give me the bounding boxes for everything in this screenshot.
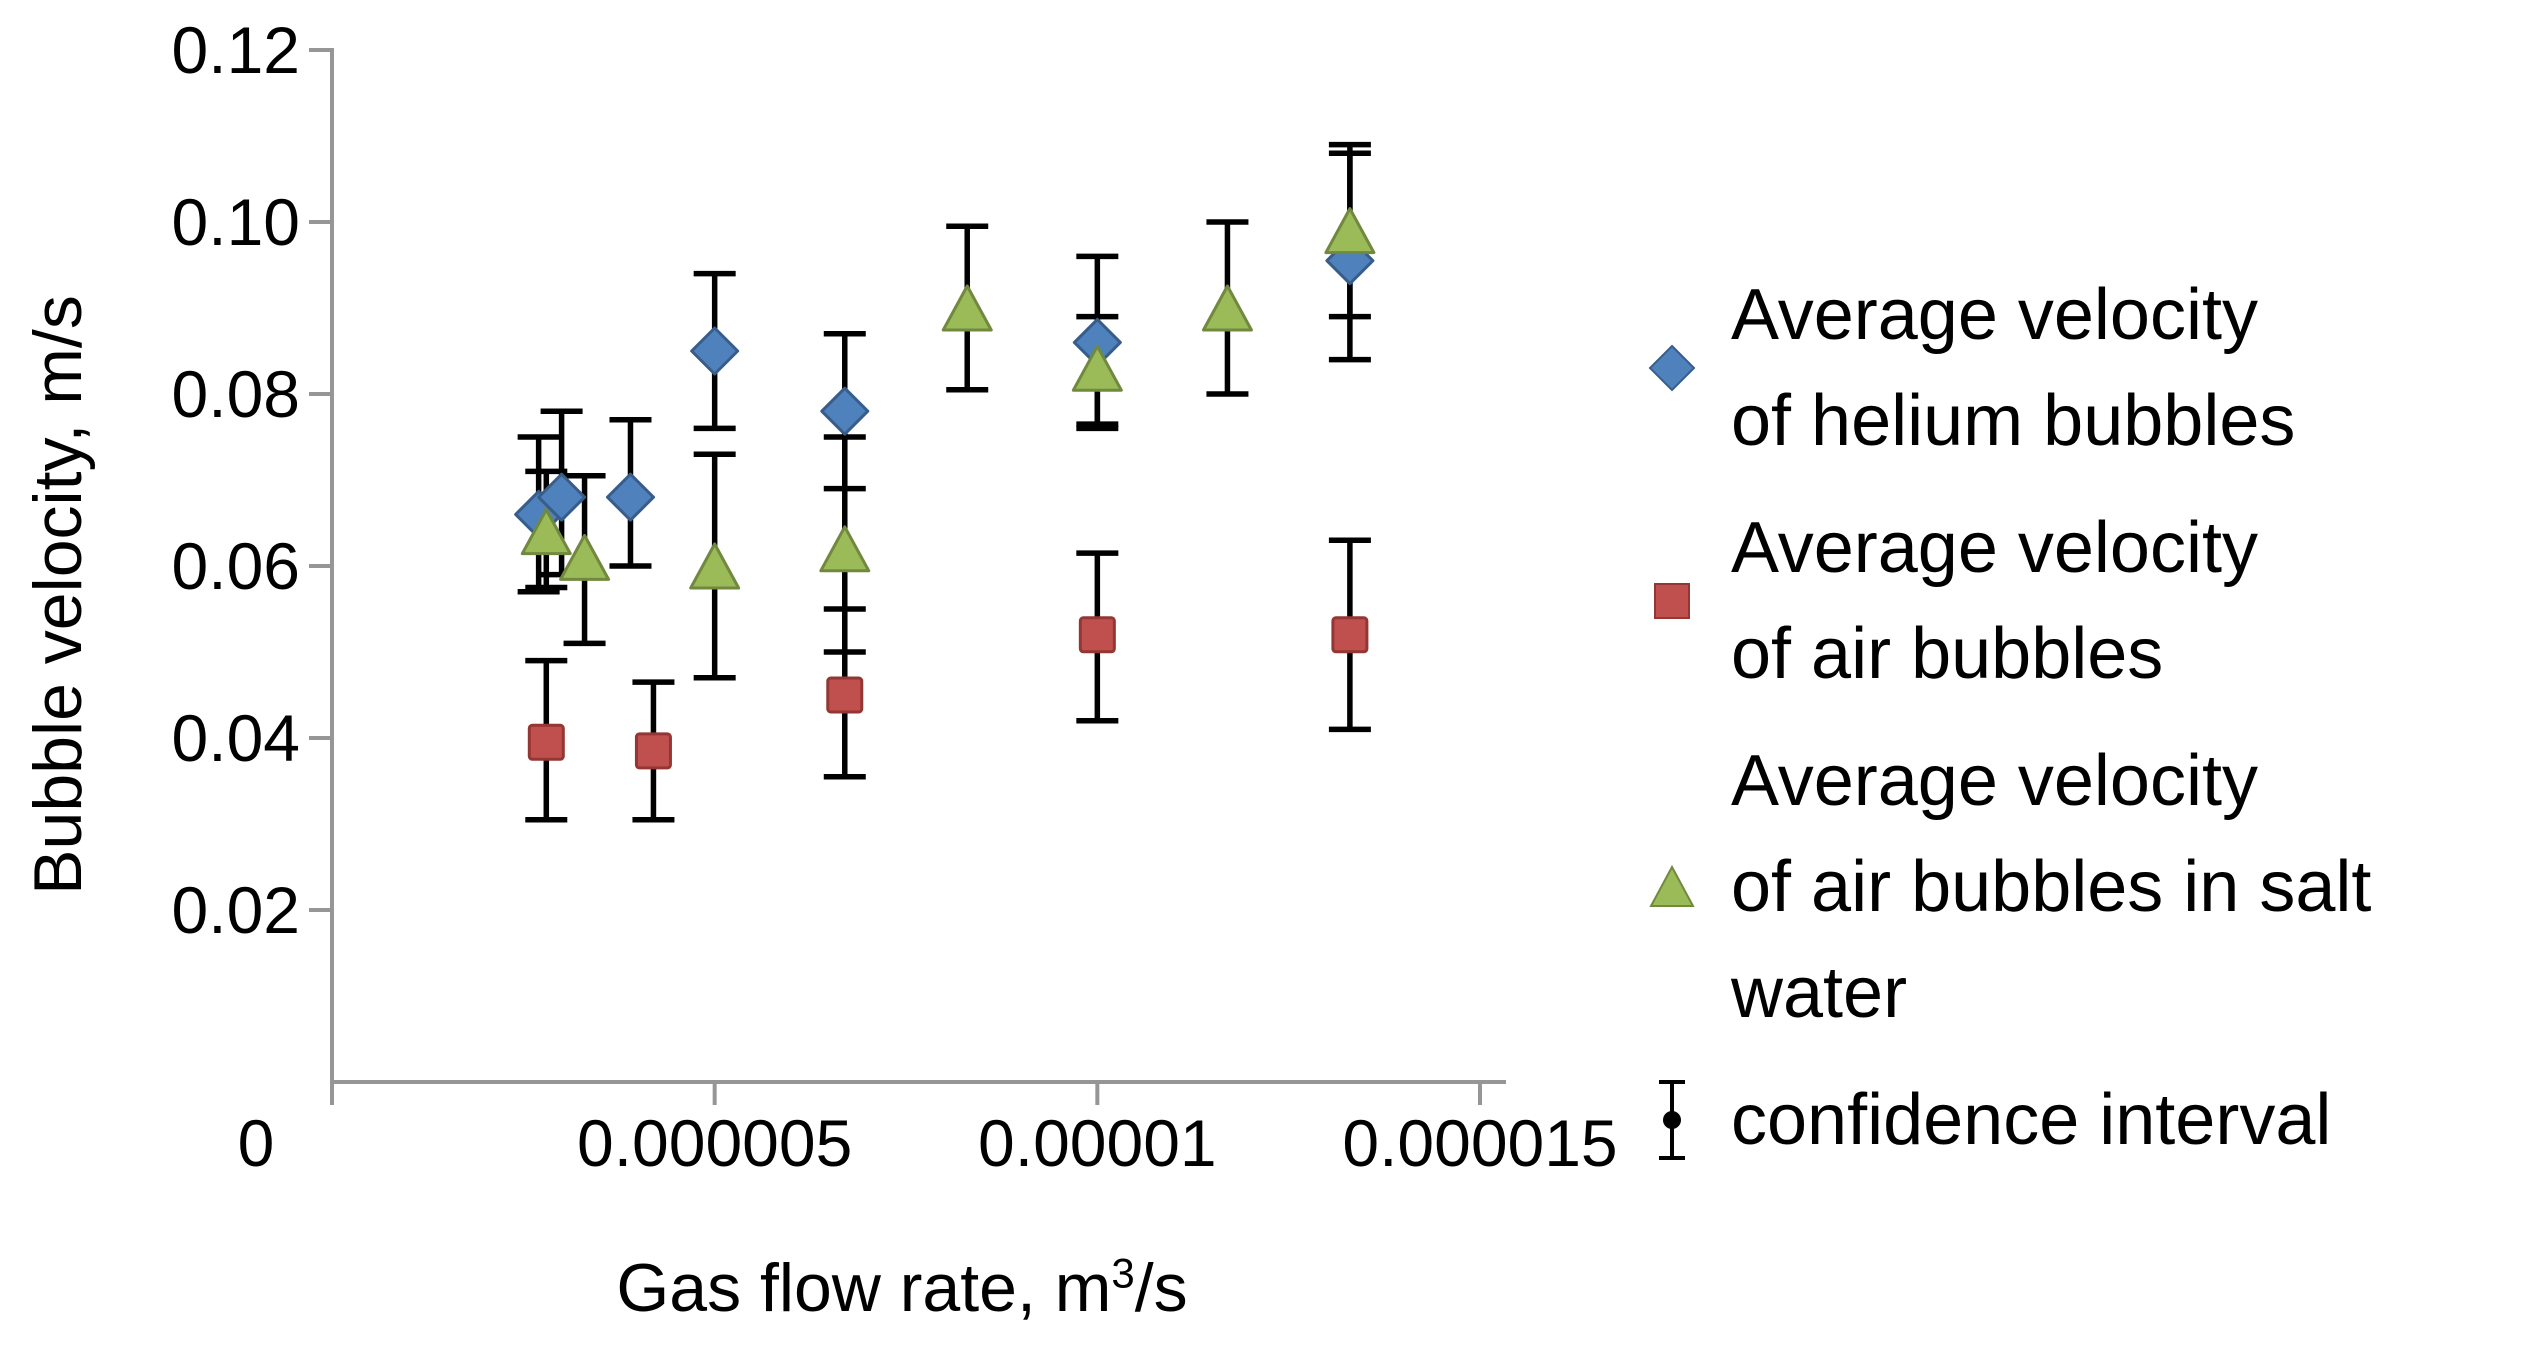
y-tick-label: 0.08 — [172, 357, 300, 431]
data-point-marker-series3 — [559, 533, 611, 581]
legend-label-confidence-interval: confidence interval — [1731, 1080, 2332, 1160]
data-point-marker-series2 — [826, 676, 864, 714]
error-bar-icon — [1613, 1074, 1731, 1166]
legend-item-helium: Average velocity of helium bubbles — [1613, 262, 2533, 474]
data-point-marker-series1 — [820, 386, 870, 436]
data-point-marker-series2 — [1331, 616, 1369, 654]
x-axis-title-text: Gas flow rate, m — [616, 1250, 1112, 1326]
data-point-marker-series3 — [1324, 207, 1376, 255]
data-point-marker-series2 — [1078, 616, 1116, 654]
data-point-marker-series1 — [690, 326, 740, 376]
legend-label-confidence-interval-note: Average velocity of air bubbles in salt … — [1731, 741, 2372, 1033]
x-axis-title-superscript: 3 — [1111, 1249, 1135, 1297]
y-tick-label: 0.10 — [172, 185, 300, 259]
diamond-marker-icon — [1613, 338, 1731, 398]
data-point-marker-series3 — [941, 284, 993, 332]
data-point-marker-series1 — [605, 472, 655, 522]
y-tick-label: 0.12 — [172, 13, 300, 87]
data-point-marker-series2 — [527, 723, 565, 761]
data-point-marker-series3 — [1201, 284, 1253, 332]
data-point-marker-series1 — [537, 472, 587, 522]
x-axis-title: Gas flow rate, m3/s — [616, 1249, 1187, 1327]
legend-item-salt-water: Average velocity of air bubbles in salt … — [1613, 728, 2533, 1046]
data-point-marker-series3 — [689, 542, 741, 590]
y-tick-label: 0.04 — [172, 701, 300, 775]
data-point-marker-series3 — [1071, 344, 1123, 392]
x-axis-title-unit-suffix: /s — [1134, 1250, 1188, 1326]
legend-item-confidence-interval: confidence interval — [1613, 1067, 2533, 1173]
legend-label-helium: Average velocity of helium bubbles — [1731, 275, 2296, 461]
x-tick-label: 0.00001 — [978, 1106, 1217, 1180]
x-tick-label: 0.000015 — [1342, 1106, 1617, 1180]
triangle-marker-icon — [1613, 857, 1731, 917]
data-point-marker-series3 — [819, 525, 871, 573]
y-axis-title: Bubble velocity, m/s — [20, 295, 96, 895]
data-point-marker-series2 — [634, 732, 672, 770]
x-tick-label: 0 — [238, 1106, 275, 1180]
legend-item-air: Average velocity of air bubbles — [1613, 495, 2533, 707]
y-tick-label: 0.02 — [172, 873, 300, 947]
data-point-marker-series3 — [520, 508, 572, 556]
legend-label-air: Average velocity of air bubbles — [1731, 508, 2258, 694]
legend: Average velocity of helium bubbles Avera… — [1613, 262, 2533, 1194]
x-tick-label: 0.000005 — [577, 1106, 852, 1180]
y-tick-label: 0.06 — [172, 529, 300, 603]
square-marker-icon — [1613, 571, 1731, 631]
